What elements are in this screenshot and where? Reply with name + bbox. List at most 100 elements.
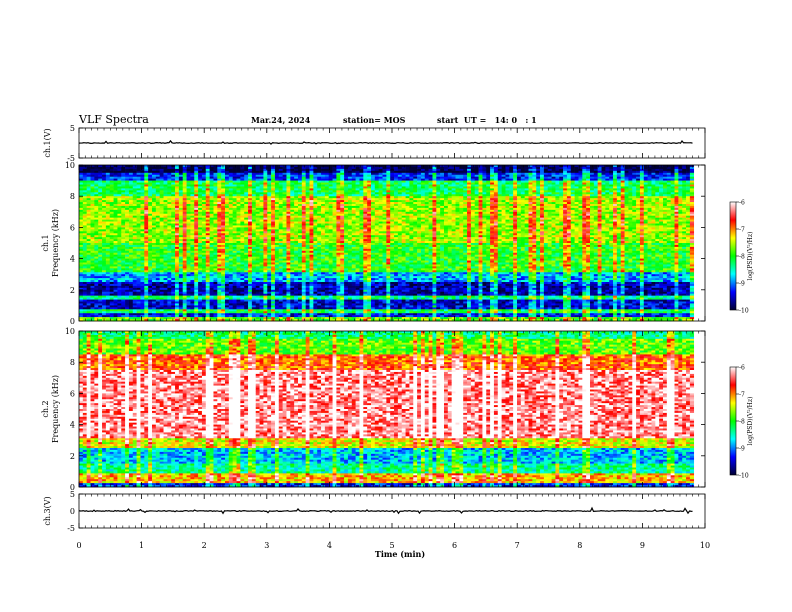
spectrogram-cell — [144, 206, 148, 208]
spectrogram-cell — [133, 210, 137, 212]
spectrogram-cell — [117, 227, 121, 229]
spectrogram-cell — [144, 300, 148, 302]
spectrogram-cell — [102, 251, 106, 253]
spectrogram-cell — [156, 194, 160, 196]
spectrogram-cell — [121, 239, 125, 241]
spectrogram-cell — [102, 315, 106, 317]
spectrogram-cell — [125, 317, 129, 319]
spectrogram-cell — [121, 309, 125, 311]
spectrogram-cell — [148, 266, 152, 268]
spectrogram-cell — [83, 266, 87, 268]
spectrogram-cell — [156, 192, 160, 194]
spectrogram-cell — [110, 292, 114, 294]
spectrogram-cell — [110, 206, 114, 208]
spectrogram-cell — [152, 220, 156, 222]
spectrogram-cell — [129, 241, 133, 243]
spectrogram-cell — [106, 268, 110, 270]
spectrogram-cell — [91, 270, 95, 272]
spectrogram-cell — [94, 307, 98, 309]
spectrogram-cell — [91, 257, 95, 259]
spectrogram-cell — [83, 192, 87, 194]
spectrogram-cell — [117, 190, 121, 192]
spectrogram-cell — [91, 294, 95, 296]
spectrogram-cell — [94, 239, 98, 241]
spectrogram-cell — [121, 185, 125, 187]
spectrogram-cell — [106, 263, 110, 265]
spectrogram-cell — [106, 286, 110, 288]
spectrogram-cell — [121, 198, 125, 200]
spectrogram-cell — [152, 196, 156, 198]
spectrogram-cell — [94, 315, 98, 317]
spectrogram-cell — [110, 177, 114, 179]
spectrogram-cell — [83, 220, 87, 222]
spectrogram-cell — [114, 222, 118, 224]
spectrogram-cell — [133, 214, 137, 216]
spectrogram-cell — [87, 286, 91, 288]
spectrogram-cell — [87, 208, 91, 210]
spectrogram-cell — [152, 210, 156, 212]
spectrogram-cell — [140, 216, 144, 218]
spectrogram-cell — [144, 212, 148, 214]
spectrogram-cell — [125, 274, 129, 276]
spectrogram-cell — [98, 186, 102, 188]
spectrogram-cell — [114, 243, 118, 245]
spectrogram-cell — [125, 266, 129, 268]
spectrogram-cell — [83, 202, 87, 204]
spectrogram-cell — [114, 274, 118, 276]
spectrogram-cell — [83, 222, 87, 224]
spectrogram-cell — [98, 284, 102, 286]
spectrogram-cell — [137, 257, 141, 259]
spectrogram-cell — [114, 302, 118, 304]
spectrogram-cell — [129, 300, 133, 302]
spectrogram-cell — [83, 241, 87, 243]
spectrogram-cell — [83, 204, 87, 206]
spectrogram-cell — [121, 214, 125, 216]
spectrogram-cell — [137, 284, 141, 286]
spectrogram-cell — [102, 185, 106, 187]
spectrogram-cell — [91, 188, 95, 190]
spectrogram-cell — [140, 257, 144, 259]
spectrogram-cell — [106, 210, 110, 212]
spectrogram-cell — [114, 227, 118, 229]
spectrogram-cell — [144, 237, 148, 239]
spectrogram-cell — [87, 251, 91, 253]
spectrogram-cell — [137, 294, 141, 296]
spectrogram-cell — [129, 220, 133, 222]
spectrogram-cell — [121, 175, 125, 177]
spectrogram-cell — [83, 313, 87, 315]
spectrogram-cell — [140, 204, 144, 206]
spectrogram-cell — [129, 224, 133, 226]
spectrogram-cell — [133, 192, 137, 194]
spectrogram-cell — [98, 313, 102, 315]
spectrogram-cell — [91, 263, 95, 265]
spectrogram-cell — [152, 302, 156, 304]
spectrogram-cell — [79, 282, 83, 284]
spectrogram-cell — [152, 247, 156, 249]
spectrogram-cell — [156, 210, 160, 212]
spectrogram-cell — [117, 317, 121, 319]
spectrogram-cell — [121, 261, 125, 263]
spectrogram-cell — [91, 202, 95, 204]
spectrogram-cell — [94, 204, 98, 206]
spectrogram-cell — [114, 263, 118, 265]
spectrogram-cell — [140, 206, 144, 208]
spectrogram-cell — [148, 208, 152, 210]
spectrogram-cell — [137, 280, 141, 282]
spectrogram-cell — [91, 177, 95, 179]
spectrogram-cell — [106, 292, 110, 294]
spectrogram-cell — [148, 167, 152, 169]
spectrogram-cell — [98, 239, 102, 241]
spectrogram-cell — [140, 278, 144, 280]
spectrogram-cell — [91, 183, 95, 185]
spectrogram-cell — [121, 216, 125, 218]
spectrogram-cell — [148, 298, 152, 300]
spectrogram-cell — [148, 212, 152, 214]
spectrogram-cell — [140, 255, 144, 257]
spectrogram-cell — [117, 188, 121, 190]
spectrogram-cell — [125, 288, 129, 290]
spectrogram-cell — [121, 194, 125, 196]
spectrogram-cell — [102, 276, 106, 278]
spectrogram-cell — [106, 264, 110, 266]
spectrogram-cell — [117, 169, 121, 171]
spectrogram-cell — [137, 229, 141, 231]
